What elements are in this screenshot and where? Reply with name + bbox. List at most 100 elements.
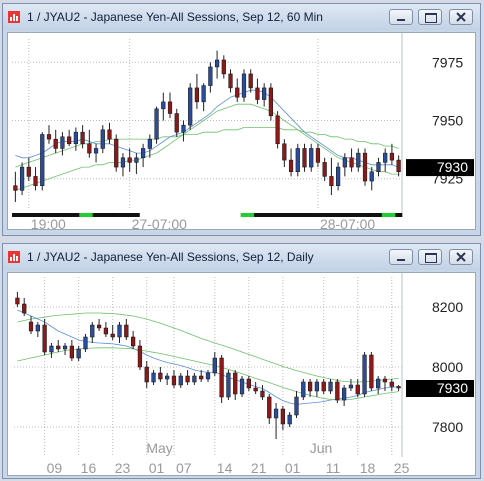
candle (321, 379, 326, 394)
session-bar-segment (99, 213, 107, 217)
candle (28, 316, 34, 334)
candle-body (167, 101, 173, 114)
session-bar-segment (254, 213, 262, 217)
candle (355, 379, 360, 397)
candle (110, 325, 115, 340)
candle-body (161, 101, 166, 110)
candle (362, 352, 367, 397)
chart-plot-area[interactable]: 7800 8000 8200 09 16 23 01 07 14 21 01 11 18 25 May Jun… (7, 272, 476, 476)
last-price-tag (406, 380, 474, 397)
candle-body (322, 162, 327, 177)
session-bar-segment (314, 213, 322, 217)
candle (181, 120, 186, 142)
title-bar[interactable]: 1 / JYAU2 - Japanese Yen-All Sessions, S… (3, 244, 480, 270)
candle (369, 167, 374, 191)
candle-body (212, 357, 217, 374)
candle-body (192, 375, 197, 383)
candle (205, 370, 211, 382)
candle-body (260, 390, 265, 398)
x-tick-label: 09 (47, 460, 63, 475)
last-price-tag (406, 159, 474, 177)
session-bar-segment (159, 213, 167, 217)
candle-body (67, 136, 72, 145)
candle-body (233, 372, 238, 395)
y-tick-label: 7975 (432, 54, 463, 70)
chart-plot-area[interactable]: 7925 7950 7975 19:00 27-07:00 28-07:00 7930 (7, 32, 476, 230)
maximize-button[interactable] (418, 249, 442, 265)
candle (35, 322, 40, 337)
x-tick-label: 16 (81, 460, 97, 475)
candle (42, 319, 47, 355)
candle-body (294, 396, 299, 416)
candle-body (336, 166, 341, 186)
title-bar[interactable]: 1 / JYAU2 - Japanese Yen-All Sessions, S… (3, 4, 480, 30)
session-bar-segment (361, 213, 369, 217)
candle (219, 355, 224, 403)
candle (212, 352, 217, 376)
session-bar-segment (133, 213, 141, 217)
candle (69, 340, 74, 361)
minimize-button[interactable] (389, 9, 413, 25)
chart-window-daily: 1 / JYAU2 - Japanese Yen-All Sessions, S… (2, 243, 481, 479)
candle-body (321, 381, 326, 392)
session-bar-segment (287, 213, 295, 217)
candle-body (13, 185, 18, 191)
candle-body (60, 136, 65, 149)
window-title: 1 / JYAU2 - Japanese Yen-All Sessions, S… (27, 250, 314, 264)
candle-body (141, 148, 146, 159)
candle-body (42, 324, 47, 353)
x-tick-label: 28-07:00 (320, 216, 375, 229)
candle-body (205, 372, 211, 380)
candle (124, 319, 129, 340)
candle (307, 379, 313, 397)
session-bar-segment (25, 213, 33, 217)
candle-body (228, 73, 233, 89)
candle-body (219, 357, 224, 398)
maximize-button[interactable] (418, 9, 442, 25)
session-bar-segment (348, 213, 356, 217)
candle (167, 92, 173, 119)
moving-average-slow (17, 312, 399, 383)
candle (158, 367, 163, 382)
y-tick-label: 7950 (432, 113, 463, 129)
session-bar-segment (79, 213, 87, 217)
candle (253, 382, 258, 394)
close-button[interactable] (449, 9, 473, 25)
candle (302, 143, 307, 172)
candle (33, 167, 38, 191)
candle-body (214, 59, 220, 68)
candle (87, 129, 92, 158)
candle-body (328, 381, 333, 392)
candle (60, 132, 65, 156)
candle (192, 373, 197, 385)
candle-body (80, 131, 85, 145)
candle-body (267, 396, 272, 419)
candle-body (137, 345, 143, 368)
candle (154, 106, 159, 144)
x-tick-label: 11 (326, 460, 341, 475)
candle-body (73, 131, 78, 145)
candle-body (369, 171, 374, 182)
candle (356, 148, 361, 172)
session-bar-segment (334, 213, 342, 217)
session-bar-segment (12, 213, 20, 217)
chart-icon (8, 251, 20, 263)
candle (235, 78, 240, 102)
minimize-button[interactable] (389, 249, 413, 265)
candle (144, 361, 149, 388)
session-bar-segment (186, 213, 194, 217)
candle-body (199, 375, 204, 380)
session-bar-segment (85, 213, 93, 217)
x-tick-label: 07 (176, 460, 192, 475)
candle-body (255, 87, 260, 100)
close-button[interactable] (449, 249, 473, 265)
candle (239, 376, 245, 397)
session-bar-segment (227, 213, 235, 217)
candle-body (120, 157, 126, 168)
candle-body (194, 87, 200, 103)
session-bar-segment (240, 213, 248, 217)
candle (73, 127, 78, 151)
candle-body (362, 152, 368, 182)
candle (226, 370, 231, 400)
